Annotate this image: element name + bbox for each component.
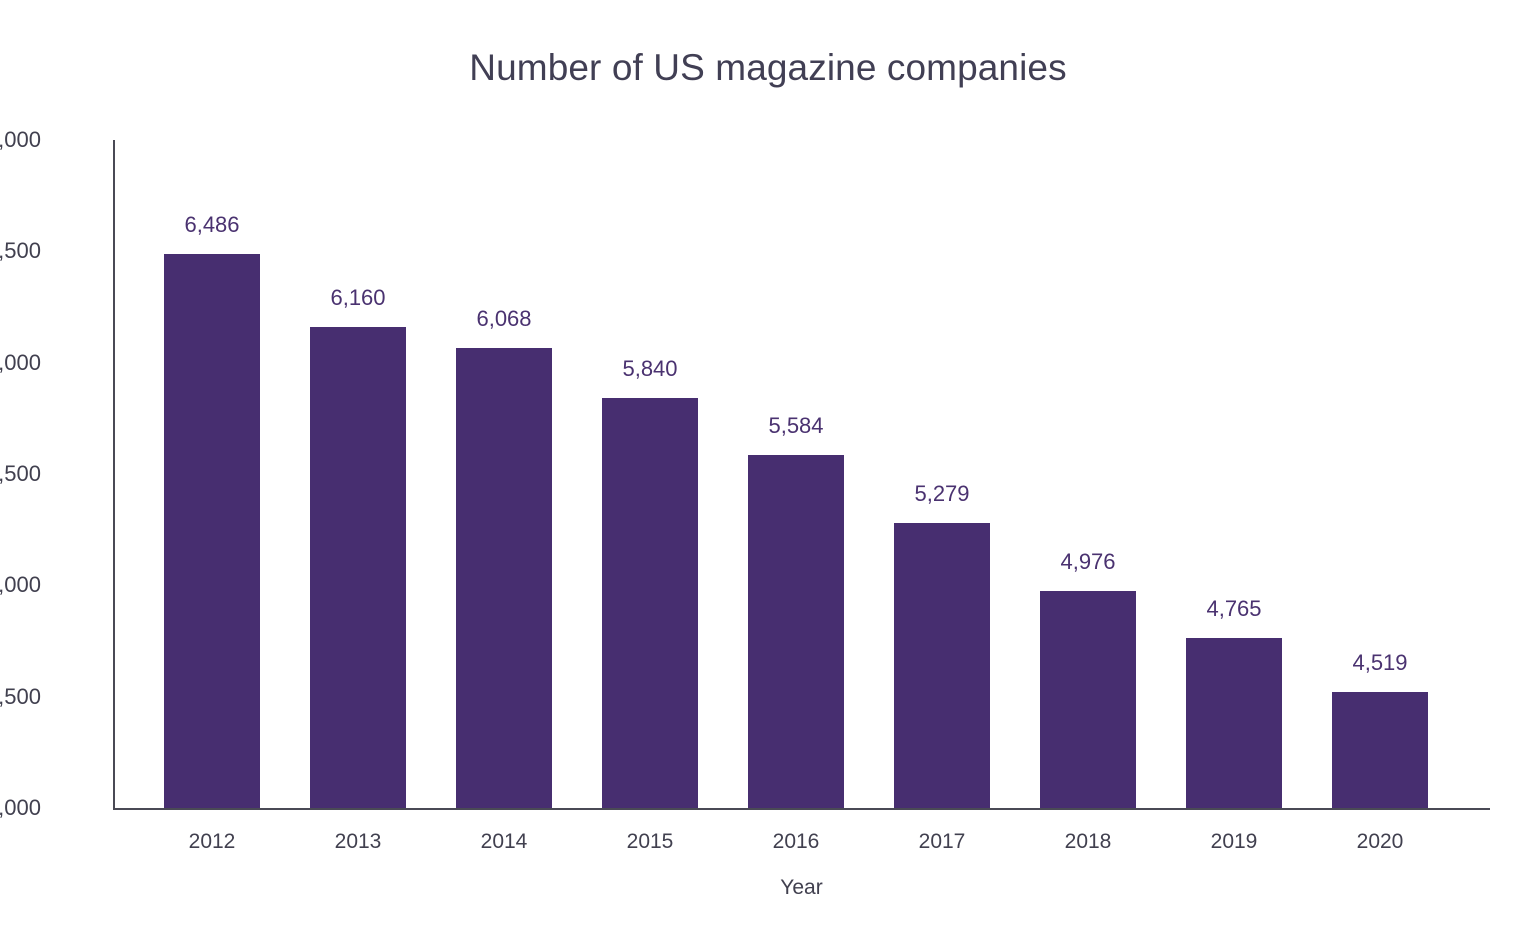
bar[interactable] — [602, 398, 698, 808]
bar-value-label: 5,279 — [914, 481, 970, 507]
x-axis-title: Year — [780, 876, 823, 899]
x-axis-tick-label: 2015 — [626, 830, 674, 853]
bar[interactable] — [310, 327, 406, 808]
bar-value-label: 4,976 — [1060, 548, 1116, 574]
y-axis-line — [113, 140, 115, 808]
bar-value-label: 6,068 — [476, 305, 532, 331]
y-axis-tick-label: 6,500 — [0, 238, 41, 264]
x-axis-tick-label: 2017 — [918, 830, 966, 853]
bar[interactable] — [164, 254, 260, 808]
x-axis-line — [113, 808, 1490, 810]
bar-group: 4,976 2018 — [1040, 140, 1136, 853]
bar[interactable] — [1332, 692, 1428, 808]
bar[interactable] — [1040, 590, 1136, 808]
bar-group: 5,840 2015 — [602, 140, 698, 853]
bar-value-label: 4,519 — [1352, 650, 1408, 676]
x-axis-tick-label: 2013 — [334, 830, 382, 853]
bar[interactable] — [456, 347, 552, 808]
y-axis-tick-label: 7,000 — [0, 127, 41, 152]
bar-value-label: 6,160 — [330, 285, 386, 311]
bar-value-label: 6,486 — [184, 212, 240, 238]
bar-group: 5,279 2017 — [894, 140, 990, 853]
x-axis-tick-label: 2016 — [772, 830, 820, 853]
chart-title: Number of US magazine companies — [469, 47, 1067, 88]
y-axis-tick-label: 4,000 — [0, 795, 41, 820]
x-axis-tick-label: 2012 — [188, 830, 236, 853]
plot-area: 7,000 6,500 6,000 5,500 5,000 4,500 4,000 6,48… — [0, 127, 1490, 853]
x-axis-tick-label: 2014 — [480, 830, 528, 853]
bar-value-label: 4,765 — [1206, 595, 1262, 621]
bar-group: 4,765 2019 — [1186, 140, 1282, 853]
y-axis-tick-label: 6,000 — [0, 349, 41, 375]
bar-group: 4,519 2020 — [1332, 140, 1428, 853]
bar-group: 6,068 2014 — [456, 140, 552, 853]
x-axis-tick-label: 2020 — [1356, 830, 1404, 853]
bar-value-label: 5,584 — [768, 413, 824, 439]
bar[interactable] — [1186, 637, 1282, 808]
bar-value-label: 5,840 — [622, 356, 678, 382]
y-axis-tick-label: 5,000 — [0, 572, 41, 598]
bar-group: 5,584 2016 — [748, 140, 844, 853]
bar[interactable] — [748, 455, 844, 808]
bar-group: 6,160 2013 — [310, 140, 406, 853]
x-axis-tick-label: 2018 — [1064, 830, 1112, 853]
bar-group: 6,486 2012 — [164, 140, 260, 853]
y-axis-tick-label: 4,500 — [0, 683, 41, 709]
x-axis-tick-label: 2019 — [1210, 830, 1258, 853]
y-axis-tick-label: 5,500 — [0, 461, 41, 486]
bar[interactable] — [894, 523, 990, 808]
